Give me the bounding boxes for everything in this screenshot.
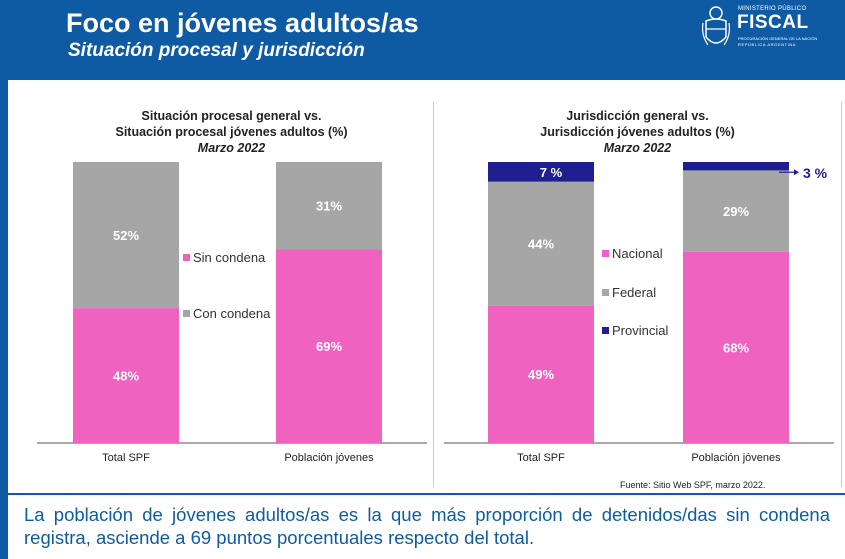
bar-0-2	[488, 162, 594, 182]
legend-swatch-1	[602, 289, 609, 296]
logo-name: FISCAL	[737, 12, 809, 33]
bar-label-0-0: 48%	[113, 369, 139, 384]
chart1-plot: 48% 52% Total SPF 69% 31% Población jóvenes Si…	[37, 162, 427, 464]
x-tick-label-1: Población jóvenes	[691, 452, 781, 464]
chart2-date: Marzo 2022	[603, 141, 672, 155]
bar-1-1	[683, 170, 789, 252]
bar-0-0	[488, 305, 594, 443]
header-bar: Foco en jóvenes adultos/as Situación pro…	[0, 0, 845, 80]
x-tick-label-0: Total SPF	[517, 452, 565, 464]
page-title: Foco en jóvenes adultos/as	[66, 8, 419, 38]
chart2-title-line2: Jurisdicción jóvenes adultos (%)	[540, 125, 735, 139]
chart1-title-line2: Situación procesal jóvenes adultos (%)	[115, 125, 348, 139]
chart2-title-line1: Jurisdicción general vs.	[566, 109, 709, 123]
bar-label-1-1: 29%	[723, 204, 749, 219]
logo-line3: PROCURACIÓN GENERAL DE LA NACIÓN	[738, 36, 818, 41]
bar-label-0-1: 44%	[528, 236, 554, 251]
legend-swatch-0	[602, 250, 609, 257]
legend-label-1: Federal	[612, 285, 656, 300]
x-tick-label-0: Total SPF	[102, 452, 150, 464]
bar-label-1-2: 3 %	[803, 165, 828, 181]
bar-label-1-0: 69%	[316, 339, 342, 354]
legend-label-2: Provincial	[612, 323, 668, 338]
chart1-date: Marzo 2022	[197, 141, 266, 155]
logo-line1: MINISTERIO PÚBLICO	[738, 6, 807, 12]
bar-0-1	[73, 162, 179, 309]
bar-0-0	[73, 308, 179, 443]
legend-label-1: Con condena	[193, 306, 271, 321]
bar-label-1-0: 68%	[723, 340, 749, 355]
bar-1-0	[276, 249, 382, 443]
callout-arrow	[794, 169, 799, 176]
legend-label-0: Nacional	[612, 246, 663, 261]
legend-swatch-0	[183, 254, 190, 261]
bar-1-2	[683, 162, 789, 171]
bar-0-1	[488, 181, 594, 306]
bar-label-0-1: 52%	[113, 228, 139, 243]
logo-line4: REPÚBLICA ARGENTINA	[738, 42, 797, 47]
chart-panel-situacion: Situación procesal general vs. Situación…	[27, 102, 436, 487]
chart1-title-line1: Situación procesal general vs.	[141, 109, 322, 123]
conclusion-text: La población de jóvenes adultos/as es la…	[24, 504, 830, 548]
left-stripe	[0, 80, 8, 559]
source-note: Fuente: Sitio Web SPF, marzo 2022.	[620, 480, 766, 490]
bar-label-0-2: 7 %	[540, 165, 563, 180]
legend-swatch-1	[183, 310, 190, 317]
bar-label-0-0: 49%	[528, 367, 554, 382]
bar-1-0	[683, 251, 789, 443]
legend-swatch-2	[602, 327, 609, 334]
bar-1-1	[276, 162, 382, 250]
chart-panel-jurisdiccion: Jurisdicción general vs. Jurisdicción jó…	[433, 102, 842, 487]
chart2-plot: 49% 44% 7 % Total SPF 68% 29% 3 % Población jóv…	[444, 162, 834, 464]
divider	[0, 493, 845, 495]
page-subtitle: Situación procesal y jurisdicción	[68, 40, 365, 61]
shield-emblem-icon	[701, 6, 731, 46]
x-tick-label-1: Población jóvenes	[284, 452, 374, 464]
bar-label-1-1: 31%	[316, 199, 342, 214]
legend-label-0: Sin condena	[193, 250, 266, 265]
fiscal-logo: MINISTERIO PÚBLICO FISCAL PROCURACIÓN GE…	[700, 3, 840, 53]
